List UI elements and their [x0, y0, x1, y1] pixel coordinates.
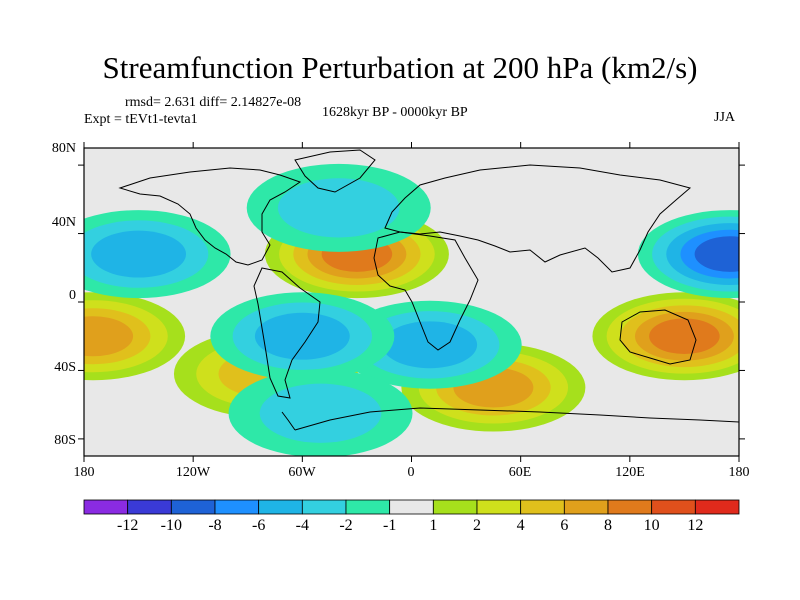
colorbar-swatch-3	[214, 499, 260, 515]
contour-level-6	[84, 316, 134, 357]
lat-label-80s: 80S	[54, 433, 76, 448]
field-low-10	[228, 369, 413, 456]
colorbar-label-4: -4	[295, 517, 309, 534]
streamfunction-field	[84, 148, 739, 456]
colorbar	[83, 499, 740, 515]
colorbar-label-12: 10	[643, 517, 660, 534]
colorbar-label-2: -8	[208, 517, 222, 534]
coast-eurasia	[384, 164, 692, 273]
colorbar-label-11: 8	[604, 517, 612, 534]
lat-label-40s: 40S	[54, 360, 76, 375]
coast-africa	[373, 231, 479, 351]
field-low-9	[246, 163, 431, 252]
experiment-label: Expt = tEVt1-tevta1	[84, 112, 198, 127]
coastlines	[118, 149, 739, 431]
colorbar-swatch-13	[651, 499, 696, 515]
colorbar-swatch-5	[301, 499, 347, 515]
contour-level--4	[254, 312, 350, 360]
field-high-2	[84, 292, 186, 381]
contour-level--8	[694, 236, 739, 272]
colorbar-label-9: 4	[516, 517, 525, 534]
lon-label-120e: 120E	[615, 465, 645, 480]
lat-label-80n: 80N	[51, 141, 76, 156]
coast-antarctic-peninsula	[281, 411, 296, 431]
coast-greenland	[294, 149, 376, 193]
colorbar-label-7: 1	[429, 517, 438, 534]
field-low-8	[84, 210, 231, 299]
lon-label-0: 0	[407, 465, 415, 480]
colorbar-swatch-10	[520, 499, 565, 515]
colorbar-swatch-11	[563, 499, 609, 515]
contour-level--2	[277, 178, 400, 238]
colorbar-label-10: 6	[560, 517, 569, 534]
lat-label-eq: 0	[69, 288, 76, 303]
stats-line: rmsd= 2.631 diff= 2.14827e-08	[125, 95, 302, 110]
coast-south-america	[253, 267, 321, 399]
lon-label-180e: 180	[728, 465, 750, 480]
colorbar-swatch-4	[258, 499, 303, 515]
colorbar-swatch-1	[127, 499, 172, 515]
season-label: JJA	[714, 110, 736, 125]
colorbar-label-5: -2	[339, 517, 353, 534]
colorbar-label-1: -10	[160, 517, 182, 534]
colorbar-label-13: 12	[687, 517, 704, 534]
colorbar-swatch-9	[476, 499, 522, 515]
contour-level-8	[649, 318, 720, 355]
colorbar-swatch-2	[170, 499, 216, 515]
field-low-5	[637, 210, 739, 299]
period-label: 1628kyr BP - 0000kyr BP	[322, 105, 468, 120]
coast-antarctica	[294, 407, 739, 431]
colorbar-swatch-12	[607, 499, 653, 515]
colorbar-label-0: -12	[116, 517, 139, 534]
colorbar-swatch-8	[432, 499, 478, 515]
colorbar-label-8: 2	[473, 517, 481, 534]
plot-title: Streamfunction Perturbation at 200 hPa (…	[102, 50, 698, 85]
lon-label-60e: 60E	[508, 465, 532, 480]
lon-label-120w: 120W	[175, 465, 211, 480]
lat-label-40n: 40N	[51, 215, 76, 230]
axis-ticks	[78, 142, 745, 462]
lon-label-180w: 180	[73, 465, 95, 480]
coast-north-america	[118, 167, 302, 266]
lon-label-60w: 60W	[288, 465, 316, 480]
contour-level--4	[382, 321, 478, 369]
coast-australia	[619, 309, 697, 365]
colorbar-swatch-7	[389, 499, 434, 515]
field-high-1	[592, 292, 739, 381]
contour-level--4	[91, 230, 187, 278]
field-low-7	[210, 292, 395, 381]
colorbar-swatch-14	[694, 499, 740, 515]
colorbar-label-6: -1	[382, 517, 397, 534]
colorbar-swatch-6	[345, 499, 391, 515]
colorbar-label-3: -6	[251, 517, 266, 534]
colorbar-swatch-0	[83, 499, 129, 515]
